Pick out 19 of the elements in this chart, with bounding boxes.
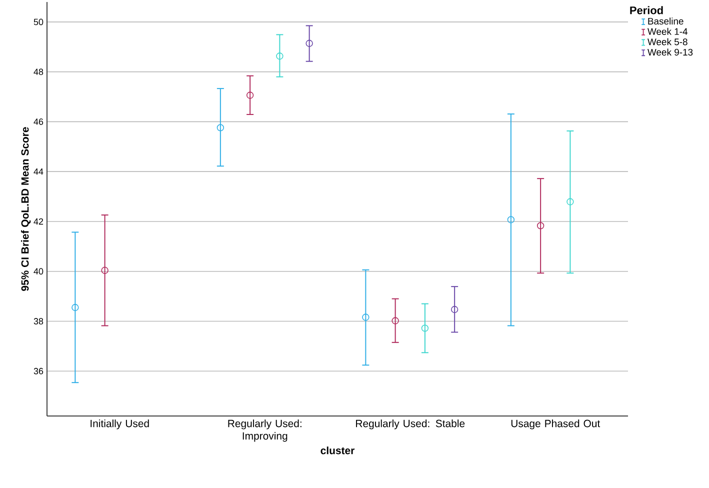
y-tick-label: 38 — [34, 318, 44, 324]
y-tick-label: 50 — [34, 18, 44, 26]
y-axis-title: 95% CI Brief QoL.BD Mean Score — [21, 127, 31, 291]
y-tick-label: 40 — [34, 268, 44, 275]
y-tick-label: 46 — [34, 118, 44, 125]
x-tick-label: Initially Used — [90, 420, 149, 430]
y-tick-label: 48 — [34, 68, 44, 76]
y-tick-label: 42 — [34, 218, 44, 225]
x-tick-label: Usage Phased Out — [511, 420, 600, 430]
x-axis-title: cluster — [320, 446, 354, 454]
legend-label: Baseline — [648, 18, 684, 25]
legend-label: Week 5-8 — [648, 38, 688, 46]
legend-title: Period — [630, 6, 663, 14]
x-tick-label: Regularly Used: Stable — [356, 420, 465, 430]
x-tick-label: Regularly Used: Improving — [228, 420, 302, 442]
y-tick-label: 44 — [34, 168, 44, 175]
legend-label: Week 1-4 — [648, 28, 688, 35]
legend-label: Week 9-13 — [648, 48, 693, 56]
y-tick-label: 36 — [34, 368, 44, 374]
